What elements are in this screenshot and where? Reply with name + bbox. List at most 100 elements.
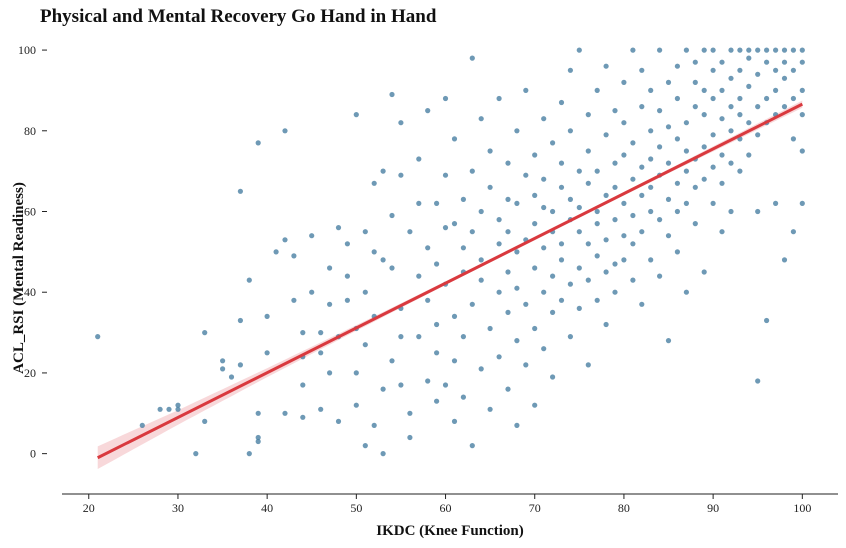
data-point [505, 269, 511, 275]
data-point [460, 196, 466, 202]
data-point [737, 47, 743, 53]
data-point [755, 104, 761, 110]
data-point [648, 184, 654, 190]
data-point [237, 317, 243, 324]
data-point [389, 265, 395, 271]
data-point [594, 87, 600, 93]
data-point [737, 67, 743, 73]
data-point [781, 75, 788, 81]
data-point [799, 112, 805, 118]
data-point [764, 317, 770, 324]
data-point [550, 309, 556, 315]
data-point [612, 184, 618, 190]
data-point [425, 378, 431, 384]
data-point [612, 108, 618, 114]
data-point [630, 277, 636, 283]
data-point [790, 67, 797, 73]
data-point [487, 406, 493, 412]
data-point [683, 289, 690, 295]
data-point [220, 358, 226, 364]
data-point [728, 47, 734, 53]
data-point [442, 382, 449, 388]
data-point [674, 208, 681, 215]
data-point [398, 334, 404, 340]
data-point [621, 152, 627, 158]
data-point [389, 91, 395, 98]
data-point [781, 59, 788, 65]
data-point [541, 289, 547, 295]
data-point [344, 241, 350, 247]
data-point [380, 257, 386, 263]
scatter-points-layer [95, 47, 805, 457]
data-point [300, 330, 306, 336]
data-point [603, 192, 609, 198]
data-point [692, 221, 698, 227]
data-point [755, 208, 761, 215]
data-point [541, 204, 547, 211]
data-point [585, 180, 591, 186]
x-ticks: 20 30 40 50 60 70 80 90 100 [83, 494, 811, 515]
data-point [95, 334, 101, 340]
data-point [665, 196, 672, 202]
data-point [639, 192, 645, 198]
data-point [674, 249, 681, 255]
data-point [755, 47, 761, 53]
data-point [567, 334, 574, 340]
data-point [460, 334, 466, 340]
data-point [558, 160, 565, 166]
x-tick-label: 30 [172, 501, 184, 515]
data-point [567, 196, 574, 202]
data-point [630, 212, 636, 219]
data-point [612, 289, 618, 295]
data-point [496, 241, 502, 247]
data-point [193, 451, 199, 457]
data-point [255, 434, 261, 441]
data-point [576, 265, 582, 271]
x-tick-label: 20 [83, 501, 95, 515]
data-point [710, 95, 716, 102]
data-point [175, 406, 181, 412]
data-point [264, 350, 270, 356]
data-point [157, 406, 163, 412]
data-point [737, 112, 743, 118]
data-point [683, 200, 690, 206]
data-point [514, 422, 520, 428]
data-point [309, 233, 315, 239]
data-point [657, 144, 663, 150]
data-point [594, 297, 600, 303]
data-point [639, 301, 645, 307]
data-point [799, 59, 805, 65]
data-point [451, 313, 458, 319]
data-point [746, 120, 752, 126]
data-point [451, 221, 458, 227]
data-point [291, 297, 297, 303]
data-point [567, 128, 574, 134]
x-axis-title: IKDC (Knee Function) [376, 523, 524, 539]
x-tick-label: 70 [529, 501, 541, 515]
data-point [781, 104, 788, 110]
data-point [773, 67, 779, 73]
data-point [594, 208, 600, 215]
data-point [764, 47, 770, 53]
data-point [719, 87, 725, 93]
data-point [719, 152, 725, 158]
data-point [344, 297, 350, 303]
data-point [505, 386, 511, 392]
data-point [469, 443, 475, 449]
x-tick-label: 40 [261, 501, 273, 515]
data-point [558, 184, 565, 190]
data-point [692, 104, 698, 110]
data-point [398, 120, 404, 126]
data-point [434, 398, 440, 404]
data-point [665, 79, 672, 85]
data-point [630, 140, 636, 146]
data-point [541, 116, 547, 122]
data-point [300, 382, 306, 388]
data-point [416, 156, 422, 162]
data-point [362, 443, 368, 449]
data-point [773, 87, 779, 93]
data-point [469, 55, 475, 61]
data-point [558, 241, 565, 247]
data-point [665, 233, 672, 239]
